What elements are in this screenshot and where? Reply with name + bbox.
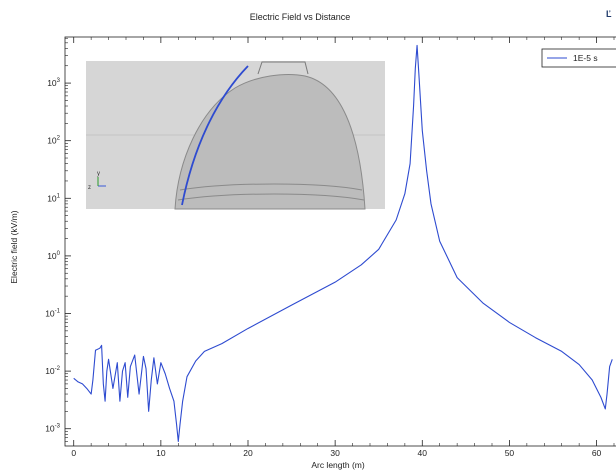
legend-box xyxy=(541,48,616,68)
x-tick-label: 40 xyxy=(418,448,428,458)
inset-dome-ring-1 xyxy=(179,183,363,191)
inset-top-fitting xyxy=(257,61,309,75)
x-tick-label: 10 xyxy=(156,448,166,458)
inset-3d-image: y z xyxy=(86,61,385,210)
y-axis-title: Electric field (kV/m) xyxy=(9,210,19,283)
legend-label: 1E-5 s xyxy=(573,53,598,63)
x-axis-title: Arc length (m) xyxy=(311,460,365,470)
axes: 0 10 20 30 40 50 60 10-3 10-2 10-1 100 101 102 103 xyxy=(45,36,616,458)
x-tick-label: 30 xyxy=(330,448,340,458)
chart-title: Electric Field vs Distance xyxy=(250,12,351,22)
inset-dome-ring-2 xyxy=(177,193,365,201)
series-layer xyxy=(73,44,613,443)
x-tick-label: 20 xyxy=(243,448,253,458)
y-tick-label: 101 xyxy=(47,193,60,203)
inset-arc-path xyxy=(181,65,249,206)
y-tick-label: 10-1 xyxy=(45,309,60,319)
y-tick-label: 102 xyxy=(47,136,60,146)
inset-axis-y-label: y xyxy=(97,171,100,177)
inset-dome-shape xyxy=(174,74,366,210)
x-tick-label: 50 xyxy=(505,448,515,458)
y-tick-label: 10-3 xyxy=(45,424,60,434)
y-tick-label: 100 xyxy=(47,251,60,261)
x-tick-label: 60 xyxy=(592,448,602,458)
x-tick-label: 0 xyxy=(71,448,76,458)
y-tick-label: 10-2 xyxy=(45,366,60,376)
legend: 1E-5 s xyxy=(541,48,616,68)
y-tick-label: 103 xyxy=(47,78,60,88)
toolbar-icon[interactable]: Ľ xyxy=(606,9,612,19)
inset-axis-z-label: z xyxy=(88,185,91,191)
plot-frame xyxy=(64,36,616,447)
series-line-0 xyxy=(73,44,613,443)
